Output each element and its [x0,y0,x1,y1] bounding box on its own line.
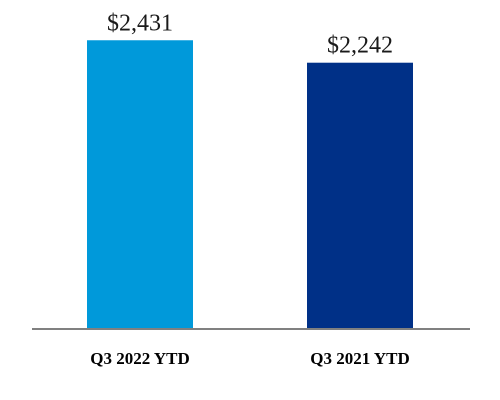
category-label-2: Q3 2021 YTD [310,349,410,368]
bar-2 [307,62,413,329]
category-label-1: Q3 2022 YTD [90,349,190,368]
bar-1 [87,40,193,329]
data-label-2: $2,242 [327,33,393,59]
data-label-1: $2,431 [107,10,173,36]
bars-group [87,40,413,329]
labels-group: $2,431 Q3 2022 YTD $2,242 Q3 2021 YTD [90,10,410,368]
